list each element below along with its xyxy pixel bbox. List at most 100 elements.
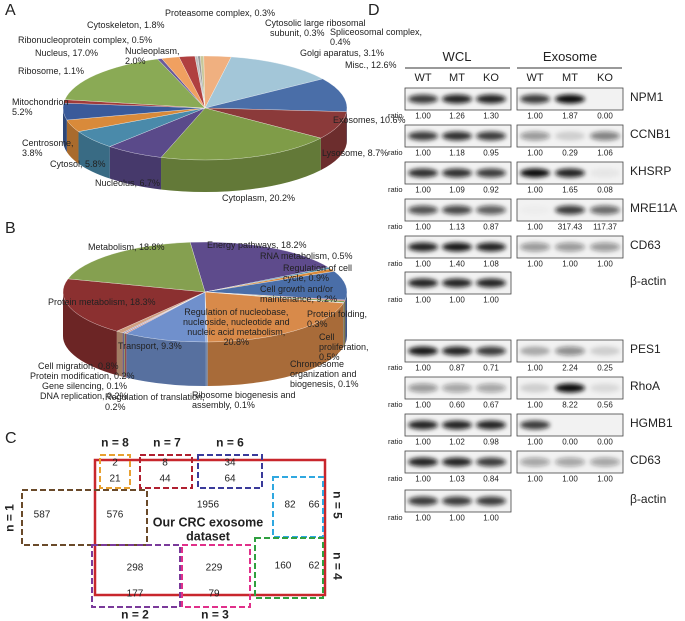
- blot-band: [442, 383, 472, 393]
- ratio-label: ratio: [388, 222, 403, 231]
- ratio-value: 1.00: [527, 437, 543, 447]
- lane-label: KO: [483, 71, 499, 84]
- ratio-value: 0.60: [449, 400, 465, 410]
- overlap-count: 587: [33, 509, 51, 521]
- blot-band: [442, 168, 472, 178]
- ratio-value: 1.06: [597, 148, 613, 158]
- slice-label: Cytosolic large ribosomal subunit, 0.3%: [265, 18, 366, 38]
- protein-name: NPM1: [630, 90, 664, 104]
- slice-side: [205, 341, 208, 386]
- slice-label: Cell migration, 0.8%: [38, 361, 119, 371]
- ratio-value: 2.24: [562, 363, 578, 373]
- ratio-value: 0.00: [597, 437, 613, 447]
- overlap-count: 79: [208, 588, 220, 600]
- slice-label: Regulation of cell cycle, 0.9%: [283, 263, 353, 283]
- slice-label: Regulation of translation, 0.2%: [105, 392, 205, 412]
- slice-side: [109, 146, 162, 190]
- blot-band: [555, 421, 585, 430]
- overlap-count: 8: [162, 457, 168, 469]
- slice: [194, 55, 206, 109]
- ratio-value: 1.00: [483, 295, 499, 305]
- dataset-box: [93, 458, 327, 597]
- ratio-value: 0.56: [597, 400, 613, 410]
- ratio-value: 1.00: [415, 363, 431, 373]
- protein-name: MRE11A: [630, 201, 678, 215]
- slice-label: Cell growth and/or maintenance, 9.2%: [260, 284, 338, 304]
- ratio-value: 0.08: [597, 185, 613, 195]
- blot-band: [555, 346, 585, 356]
- ratio-value: 0.87: [483, 222, 499, 232]
- slice-label: Misc., 12.6%: [345, 60, 397, 70]
- set-box: [181, 544, 251, 608]
- set-size-label: n = 3: [201, 607, 229, 621]
- blot-band: [555, 94, 585, 104]
- ratio-value: 0.92: [483, 185, 499, 195]
- ratio-label: ratio: [388, 295, 403, 304]
- protein-name: PES1: [630, 342, 661, 356]
- blot-band: [590, 421, 620, 430]
- blot-band: [442, 131, 472, 141]
- slice-label: Gene silencing, 0.1%: [42, 381, 128, 391]
- overlap-count: 160: [274, 560, 292, 572]
- ratio-label: ratio: [388, 400, 403, 409]
- slice: [62, 278, 206, 332]
- panel-label: A: [5, 2, 16, 19]
- slice-side: [207, 303, 344, 386]
- slice-side: [63, 108, 67, 152]
- blot-band: [442, 205, 472, 215]
- ratio-value: 0.95: [483, 148, 499, 158]
- protein-name: β-actin: [630, 492, 667, 506]
- slice-label: Golgi aparatus, 3.1%: [300, 48, 385, 58]
- slice-label: Cell proliferation, 0.5%: [319, 332, 369, 362]
- overlap-count: 21: [109, 473, 121, 485]
- slice-side-shade: [124, 333, 125, 378]
- ratio-value: 0.29: [562, 148, 578, 158]
- slice-label: Protein modification, 0.2%: [30, 371, 135, 381]
- ratio-label: ratio: [388, 185, 403, 194]
- ratio-label: ratio: [388, 474, 403, 483]
- ratio-value: 1.26: [449, 111, 465, 121]
- slice-side: [124, 333, 127, 378]
- slice-side: [343, 300, 345, 347]
- slice-side-shade: [205, 341, 208, 386]
- slice-side: [116, 331, 123, 377]
- slice: [204, 271, 348, 301]
- ratio-value: 1.00: [527, 259, 543, 269]
- slice-label: DNA replication, 0.2%: [40, 391, 128, 401]
- ratio-value: 1.00: [527, 474, 543, 484]
- ratio-value: 1.00: [562, 259, 578, 269]
- ratio-value: 8.22: [562, 400, 578, 410]
- ratio-value: 1.09: [449, 185, 465, 195]
- set-size-label: n = 4: [330, 552, 345, 580]
- protein-name: CD63: [630, 238, 661, 252]
- ratio-value: 1.00: [415, 295, 431, 305]
- blot-band: [408, 168, 438, 178]
- slice-side: [63, 292, 117, 376]
- slice-side-shade: [78, 131, 110, 179]
- blot-band: [442, 457, 472, 467]
- set-size-label: n = 7: [153, 435, 181, 450]
- slice-side: [66, 120, 79, 164]
- slice-label: Transport, 9.3%: [118, 341, 182, 351]
- slice-label: Ribonucleoprotein complex, 0.5%: [18, 35, 153, 45]
- slice-label: Nucleus, 17.0%: [35, 48, 99, 58]
- blot-band: [476, 457, 506, 467]
- ratio-value: 0.67: [483, 400, 499, 410]
- set-box: [139, 454, 193, 489]
- slice-side-shade: [345, 292, 347, 345]
- panel-label: D: [368, 2, 380, 19]
- overlap-count: 66: [308, 499, 320, 511]
- set-size-label: n = 8: [101, 435, 129, 450]
- overlap-count: 298: [126, 562, 144, 574]
- set-size-label: n = 5: [330, 491, 345, 519]
- ratio-value: 1.00: [415, 259, 431, 269]
- slice-side-shade: [207, 303, 344, 386]
- ratio-value: 1.00: [415, 185, 431, 195]
- blot-band: [520, 94, 550, 104]
- slice-side-shade: [116, 331, 123, 377]
- ratio-value: 1.40: [449, 259, 465, 269]
- panel-label: C: [5, 430, 17, 447]
- ratio-value: 1.00: [449, 513, 465, 523]
- ratio-value: 1.00: [527, 222, 543, 232]
